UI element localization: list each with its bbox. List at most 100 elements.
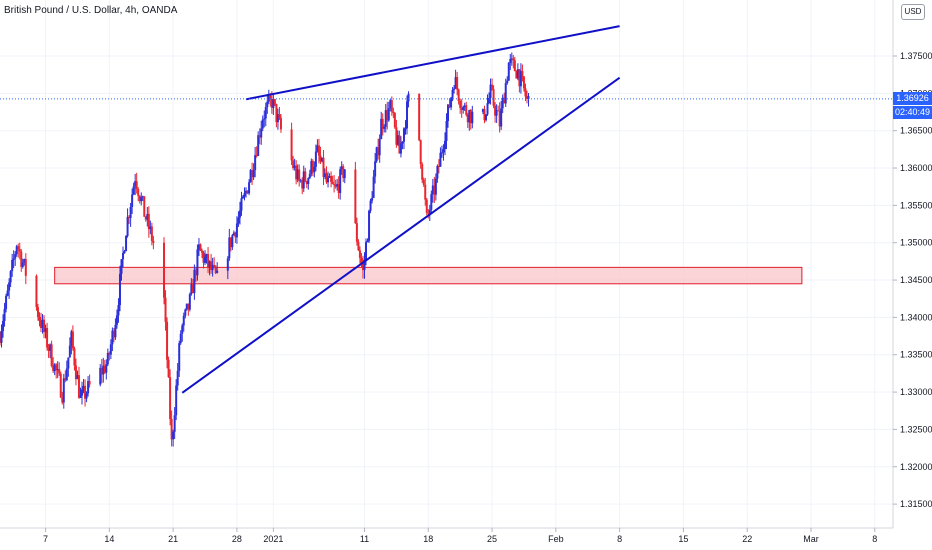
candle bbox=[295, 160, 298, 185]
candle bbox=[486, 94, 489, 116]
candle-body bbox=[440, 152, 443, 154]
candle-body bbox=[406, 101, 409, 129]
candle bbox=[166, 317, 169, 369]
candle bbox=[0, 324, 3, 348]
candle-body bbox=[418, 93, 421, 141]
candle-body bbox=[424, 184, 427, 200]
candle bbox=[263, 110, 266, 128]
candle bbox=[74, 358, 77, 386]
candle bbox=[36, 303, 39, 321]
candle-body bbox=[50, 344, 53, 367]
candle bbox=[210, 253, 213, 274]
candle-body bbox=[21, 262, 24, 267]
candle bbox=[381, 113, 384, 136]
price-tick-label: 1.34500 bbox=[900, 275, 932, 285]
candle bbox=[337, 176, 340, 199]
candle-body bbox=[402, 128, 405, 142]
candle bbox=[11, 253, 14, 277]
candle bbox=[276, 108, 279, 130]
candle-body bbox=[143, 196, 146, 217]
candle-body bbox=[342, 166, 345, 179]
candle-body bbox=[76, 375, 79, 380]
candle-body bbox=[44, 328, 47, 332]
price-tick-label: 1.35000 bbox=[900, 238, 932, 248]
time-tick-label: 8 bbox=[617, 534, 622, 544]
candle-body bbox=[187, 303, 190, 310]
candle bbox=[146, 206, 149, 227]
candle bbox=[67, 357, 70, 377]
candle-body bbox=[466, 114, 469, 123]
candle bbox=[103, 359, 106, 374]
candle-body bbox=[510, 58, 513, 60]
candle-body bbox=[146, 213, 149, 220]
candle bbox=[369, 198, 372, 214]
candle-body bbox=[430, 194, 433, 210]
candle-body bbox=[503, 97, 506, 104]
time-tick-label: 25 bbox=[487, 534, 497, 544]
candle-body bbox=[442, 149, 445, 153]
candle-body bbox=[35, 275, 38, 308]
candle-body bbox=[36, 307, 39, 317]
candle bbox=[374, 153, 377, 184]
candle bbox=[273, 98, 276, 106]
candle bbox=[334, 179, 337, 189]
candle bbox=[188, 292, 191, 312]
candle bbox=[333, 175, 336, 193]
candle-body bbox=[5, 295, 8, 310]
candle bbox=[430, 190, 433, 214]
candle bbox=[448, 98, 451, 109]
candle bbox=[21, 258, 24, 269]
candle bbox=[515, 70, 518, 79]
candle bbox=[402, 127, 405, 150]
candle bbox=[468, 109, 471, 131]
candle bbox=[229, 237, 232, 252]
candle bbox=[172, 429, 175, 447]
candle bbox=[424, 177, 427, 206]
support-zone-layer bbox=[54, 266, 803, 285]
candle-body bbox=[73, 348, 76, 366]
candle-body bbox=[516, 69, 519, 79]
candle-body bbox=[147, 213, 150, 230]
candle bbox=[24, 253, 27, 285]
candle bbox=[313, 161, 316, 178]
candle bbox=[184, 308, 187, 319]
candle-body bbox=[190, 284, 193, 295]
candle bbox=[205, 253, 208, 264]
candle bbox=[380, 111, 383, 140]
trendlines[interactable] bbox=[181, 25, 621, 394]
candle bbox=[235, 216, 238, 244]
currency-button[interactable]: USD bbox=[901, 4, 925, 20]
candle-body bbox=[488, 98, 491, 104]
candle bbox=[296, 164, 299, 183]
candle bbox=[290, 122, 293, 166]
candle bbox=[360, 253, 363, 268]
time-tick-label: Feb bbox=[548, 534, 564, 544]
candles bbox=[0, 52, 530, 447]
candle-body bbox=[279, 118, 282, 130]
candle-body bbox=[120, 259, 123, 274]
candle-body bbox=[68, 345, 71, 358]
candle-body bbox=[17, 246, 20, 250]
candle bbox=[20, 249, 23, 272]
candle-body bbox=[497, 110, 500, 112]
candle-body bbox=[163, 242, 166, 298]
candle bbox=[169, 369, 172, 426]
candle-body bbox=[501, 97, 504, 109]
candle bbox=[257, 131, 260, 157]
candle bbox=[14, 251, 17, 267]
candle-body bbox=[270, 98, 273, 108]
candle-body bbox=[260, 128, 263, 138]
candle-body bbox=[254, 155, 257, 171]
candle-body bbox=[512, 58, 515, 61]
candle-body bbox=[249, 170, 252, 183]
time-axis[interactable]: 7 14 21 28 2021 11 18 25 Feb 8 15 22 Mar 8 bbox=[43, 528, 877, 544]
candle bbox=[421, 162, 424, 183]
candle bbox=[35, 274, 38, 311]
candle-body bbox=[241, 196, 244, 199]
candle-body bbox=[210, 261, 213, 271]
candle bbox=[49, 343, 52, 359]
candle-body bbox=[314, 151, 317, 167]
candle bbox=[240, 191, 243, 216]
candle bbox=[123, 249, 126, 254]
